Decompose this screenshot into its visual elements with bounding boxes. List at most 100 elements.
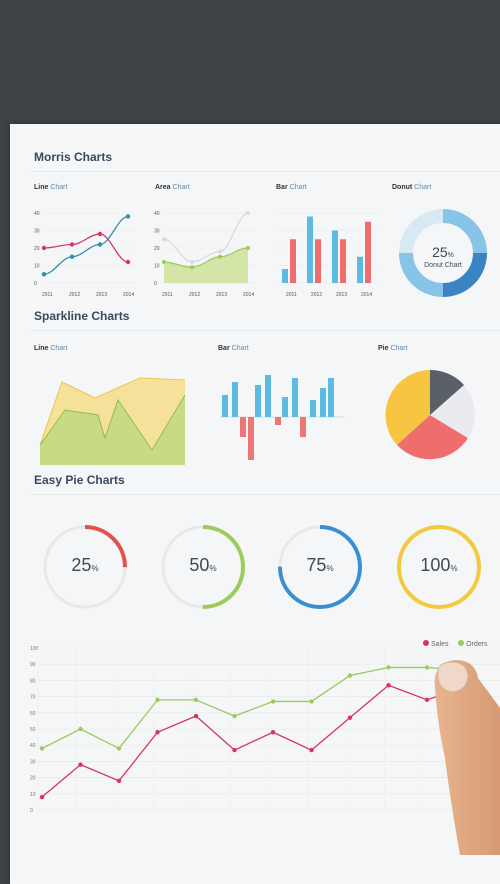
divider — [30, 494, 500, 495]
spark-area-green — [40, 395, 185, 465]
easy-pie-value: 100% — [394, 555, 484, 576]
bar — [290, 239, 296, 283]
spark-bar — [232, 382, 238, 417]
ring-progress — [278, 525, 362, 609]
data-point — [41, 272, 47, 277]
pie-slice — [385, 370, 430, 445]
pie-slice — [430, 385, 475, 438]
legend-swatch-sales — [423, 640, 429, 646]
data-point — [116, 778, 122, 784]
x-tick-label: 2013 — [96, 292, 107, 298]
morris-line-chart: 40 30 20 10 0 2011 2012 2013 2014 — [34, 211, 135, 298]
y-tick-label: 60 — [30, 711, 36, 717]
easy-pie-chart — [43, 525, 127, 609]
pie-slice — [397, 415, 468, 460]
easy-pie-number: 100 — [420, 555, 451, 575]
spark-line-yellow — [39, 377, 186, 446]
donut-value: 25 — [432, 244, 448, 260]
data-point — [347, 673, 353, 678]
sparkline-bar-chart — [220, 375, 345, 460]
donut-slice — [399, 252, 444, 297]
area-fill — [164, 248, 248, 283]
spark-line-label: Line Chart — [34, 345, 68, 352]
spark-bar-negative — [248, 417, 254, 460]
bar — [307, 216, 313, 283]
legend-swatch-orders — [458, 640, 465, 646]
y-tick-label: 30 — [30, 759, 36, 765]
spark-bar — [282, 397, 288, 417]
easy-pie-value: 50% — [158, 555, 248, 576]
easy-pie-chart — [278, 525, 362, 609]
x-tick-label: 2014 — [361, 292, 372, 298]
spark-bar — [255, 385, 261, 417]
donut-center-label: Donut Chart — [424, 262, 462, 269]
bar — [315, 239, 321, 283]
spark-bar — [265, 375, 271, 417]
ring-progress — [43, 525, 127, 609]
easy-pie-unit: % — [91, 564, 99, 573]
pie-slice — [430, 369, 464, 415]
y-tick-label: 80 — [30, 678, 36, 684]
y-tick-label: 50 — [30, 727, 36, 733]
legend: Sales Orders — [423, 640, 488, 648]
bar — [282, 269, 288, 283]
spark-bar-label: Bar Chart — [218, 345, 249, 352]
donut-unit: % — [447, 252, 454, 259]
donut-center: 25% Donut Chart — [413, 244, 473, 269]
spark-bar — [310, 400, 316, 417]
data-point — [125, 259, 131, 265]
bar — [365, 221, 371, 283]
legend-sales: Sales — [430, 641, 449, 648]
series-line — [41, 684, 466, 798]
data-point — [232, 713, 237, 719]
x-tick-label: 2013 — [216, 292, 227, 298]
data-point — [193, 713, 199, 719]
spark-bar-negative — [240, 417, 246, 437]
data-point — [78, 762, 83, 767]
legend-orders: Orders — [466, 641, 488, 648]
easy-pie-value: 25% — [40, 555, 130, 576]
data-point — [193, 697, 199, 703]
easy-pie-number: 25 — [71, 555, 92, 575]
data-point — [232, 747, 237, 753]
y-tick-label: 0 — [34, 281, 37, 287]
data-point — [246, 211, 250, 215]
data-point — [116, 746, 122, 751]
divider — [30, 330, 500, 331]
easy-pie-number: 50 — [189, 555, 210, 575]
data-point — [69, 254, 75, 259]
data-point — [246, 246, 250, 250]
morris-title: Morris Charts — [34, 150, 113, 164]
donut-chart — [399, 209, 487, 297]
y-tick-label: 20 — [30, 776, 36, 782]
series-line — [43, 233, 129, 263]
data-point — [78, 726, 83, 732]
area-chart-label: Area Chart — [155, 184, 190, 191]
data-point — [386, 683, 391, 688]
x-tick-label: 2014 — [243, 292, 254, 298]
sparkline-pie-chart — [385, 369, 475, 460]
spark-bar — [292, 378, 298, 417]
paper-sheet — [10, 124, 500, 884]
easy-pie-unit: % — [209, 564, 217, 573]
spark-bar — [222, 395, 228, 417]
morris-area-chart: 40 30 20 10 0 2011 2012 2013 2014 — [154, 211, 255, 298]
data-point — [190, 260, 194, 264]
bar — [332, 230, 338, 283]
y-tick-label: 40 — [30, 743, 36, 749]
morris-bar-chart: 2011 2012 2013 2014 — [278, 212, 377, 298]
easy-pie-chart — [161, 525, 245, 609]
x-tick-label: 2014 — [123, 292, 134, 298]
easy-pie-unit: % — [450, 564, 458, 573]
line-chart-label: Line Chart — [34, 184, 68, 191]
x-tick-label: 2011 — [42, 292, 53, 298]
easy-pie-unit: % — [326, 564, 334, 573]
data-point — [270, 699, 276, 704]
donut-slice — [442, 209, 487, 254]
data-point — [97, 242, 103, 247]
y-tick-label: 40 — [154, 211, 160, 217]
y-tick-label: 10 — [30, 792, 36, 798]
data-point — [162, 237, 166, 242]
y-tick-label: 70 — [30, 695, 36, 701]
data-point — [97, 231, 103, 237]
